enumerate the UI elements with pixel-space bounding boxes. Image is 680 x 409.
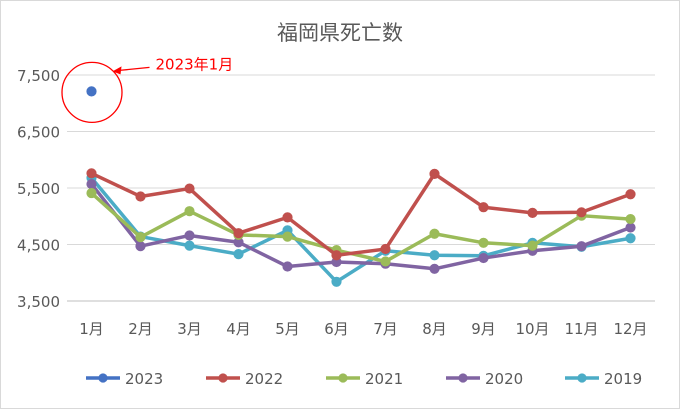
data-point bbox=[429, 228, 440, 239]
series-line bbox=[89, 191, 633, 264]
data-point bbox=[429, 250, 440, 261]
data-point bbox=[625, 233, 636, 244]
data-point bbox=[576, 207, 587, 218]
data-point bbox=[184, 230, 195, 241]
x-tick-label: 11月 bbox=[564, 320, 598, 338]
data-point bbox=[429, 263, 440, 274]
data-point bbox=[331, 276, 342, 287]
data-point bbox=[331, 250, 342, 261]
data-point bbox=[135, 232, 146, 243]
data-point bbox=[135, 241, 146, 252]
y-tick-label: 7,500 bbox=[17, 67, 60, 85]
series-layer bbox=[86, 86, 636, 287]
legend-marker bbox=[98, 373, 108, 383]
legend[interactable]: 2023 2022 2021 2020 2019 bbox=[86, 370, 642, 388]
x-tick-label: 5月 bbox=[275, 320, 300, 338]
data-point bbox=[282, 261, 293, 272]
x-tick-label: 3月 bbox=[177, 320, 202, 338]
data-point bbox=[184, 206, 195, 217]
y-axis-tick-labels: 3,500 4,500 5,500 6,500 7,500 bbox=[17, 67, 60, 311]
x-tick-label: 2月 bbox=[128, 320, 153, 338]
y-tick-label: 3,500 bbox=[17, 293, 60, 311]
data-point bbox=[625, 189, 636, 200]
legend-marker bbox=[458, 373, 468, 383]
annotation: 2023年1月 bbox=[61, 55, 234, 124]
series-line bbox=[89, 182, 633, 271]
data-point bbox=[233, 228, 244, 239]
series-2023 bbox=[86, 86, 97, 97]
data-point bbox=[86, 187, 97, 199]
data-point bbox=[527, 207, 538, 218]
data-point bbox=[527, 240, 538, 251]
legend-marker bbox=[218, 373, 228, 383]
legend-label: 2019 bbox=[604, 370, 642, 388]
data-point bbox=[625, 222, 636, 233]
x-tick-label: 10月 bbox=[515, 320, 549, 338]
data-point bbox=[478, 202, 489, 213]
x-tick-label: 6月 bbox=[324, 320, 349, 338]
legend-marker bbox=[577, 373, 587, 383]
arrow-head bbox=[112, 66, 122, 75]
data-point bbox=[184, 240, 195, 251]
data-point bbox=[429, 168, 440, 179]
legend-marker bbox=[338, 373, 348, 383]
x-tick-label: 1月 bbox=[79, 320, 104, 338]
x-tick-label: 8月 bbox=[422, 320, 447, 338]
legend-item-2023[interactable]: 2023 bbox=[86, 370, 163, 388]
y-tick-label: 6,500 bbox=[17, 124, 60, 142]
y-tick-label: 5,500 bbox=[17, 180, 60, 198]
y-tick-label: 4,500 bbox=[17, 237, 60, 255]
data-point bbox=[380, 256, 391, 267]
data-point bbox=[135, 191, 146, 202]
legend-item-2020[interactable]: 2020 bbox=[446, 370, 523, 388]
data-point bbox=[576, 241, 587, 252]
data-point bbox=[86, 178, 97, 190]
legend-item-2019[interactable]: 2019 bbox=[565, 370, 642, 388]
x-axis-tick-labels: 1月 2月 3月 4月 5月 6月 7月 8月 9月 10月 11月 12月 bbox=[79, 320, 647, 338]
legend-label: 2023 bbox=[125, 370, 163, 388]
data-point bbox=[86, 86, 97, 97]
x-tick-label: 12月 bbox=[613, 320, 647, 338]
data-point bbox=[233, 249, 244, 260]
annotation-label: 2023年1月 bbox=[156, 55, 234, 73]
chart-title: 福岡県死亡数 bbox=[277, 21, 403, 45]
series-line bbox=[89, 176, 633, 284]
series-2022 bbox=[86, 168, 636, 261]
legend-item-2022[interactable]: 2022 bbox=[206, 370, 283, 388]
legend-item-2021[interactable]: 2021 bbox=[326, 370, 403, 388]
x-tick-label: 7月 bbox=[373, 320, 398, 338]
data-point bbox=[86, 168, 97, 179]
data-point bbox=[625, 213, 636, 225]
data-point bbox=[478, 252, 489, 264]
legend-label: 2022 bbox=[245, 370, 283, 388]
data-point bbox=[478, 237, 489, 248]
data-point bbox=[184, 183, 195, 194]
legend-label: 2020 bbox=[485, 370, 523, 388]
x-tick-label: 4月 bbox=[226, 320, 251, 338]
arrow-line bbox=[119, 66, 150, 72]
data-point bbox=[282, 212, 293, 223]
highlight-circle bbox=[61, 61, 123, 124]
data-point bbox=[282, 231, 293, 242]
data-point bbox=[380, 243, 391, 255]
legend-label: 2021 bbox=[365, 370, 403, 388]
x-tick-label: 9月 bbox=[471, 320, 496, 338]
series-line bbox=[89, 171, 633, 257]
